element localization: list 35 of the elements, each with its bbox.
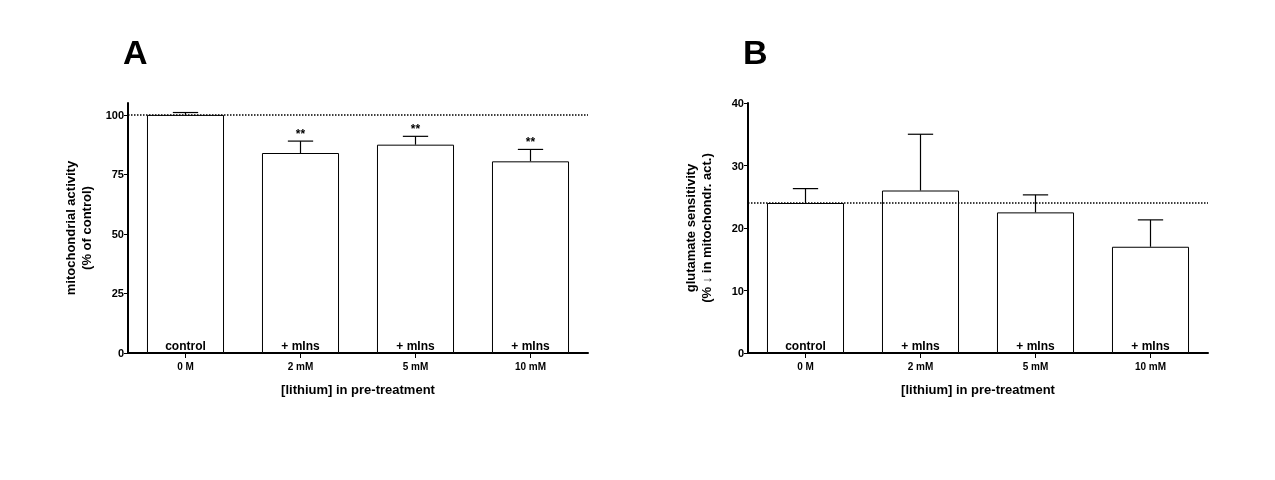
x-tick-label: 10 mM [514, 360, 547, 372]
annotation: ** [410, 122, 421, 137]
y-tick-label: 40 [731, 97, 744, 109]
y-tick-label: 75 [111, 168, 124, 181]
annotation: + mIns [1016, 339, 1055, 353]
x-tick-label: 0 M [177, 360, 194, 372]
annotation: + mIns [281, 339, 320, 353]
x-tick-label: 2 mM [287, 360, 314, 372]
annotation: + mIns [511, 339, 550, 353]
x-tick-label: 10 mM [1134, 360, 1167, 372]
x-tick-label: 0 M [797, 360, 814, 372]
annotation: ** [295, 127, 306, 142]
y-tick-label: 10 [731, 284, 744, 297]
y-tick-label: 30 [731, 159, 744, 172]
x-tick-label: 5 mM [1022, 360, 1049, 372]
annotation: control [165, 339, 206, 353]
annotation: control [785, 339, 826, 353]
chart-title: A [123, 33, 148, 71]
x-axis-title: [lithium] in pre-treatment [281, 382, 436, 397]
y-tick-label: 0 [737, 347, 744, 359]
x-tick-label: 5 mM [402, 360, 429, 372]
annotation: + mIns [901, 339, 940, 353]
y-tick-label: 20 [731, 222, 744, 234]
y-tick-label: 0 [117, 347, 124, 359]
y-axis-title: mitochondrial activity (% of control) [62, 160, 94, 296]
y-tick-label: 50 [111, 227, 124, 240]
y-axis-title: glutamate sensitivity (% ↓ in mitochondr. act.) [682, 153, 714, 303]
y-tick-label: 100 [105, 108, 124, 121]
annotation: ** [525, 135, 536, 150]
annotation: + mIns [396, 339, 435, 353]
chart-title: B [743, 33, 768, 71]
x-tick-label: 2 mM [907, 360, 934, 372]
annotation: + mIns [1131, 339, 1170, 353]
x-axis-title: [lithium] in pre-treatment [901, 382, 1056, 397]
y-tick-label: 25 [111, 287, 124, 300]
